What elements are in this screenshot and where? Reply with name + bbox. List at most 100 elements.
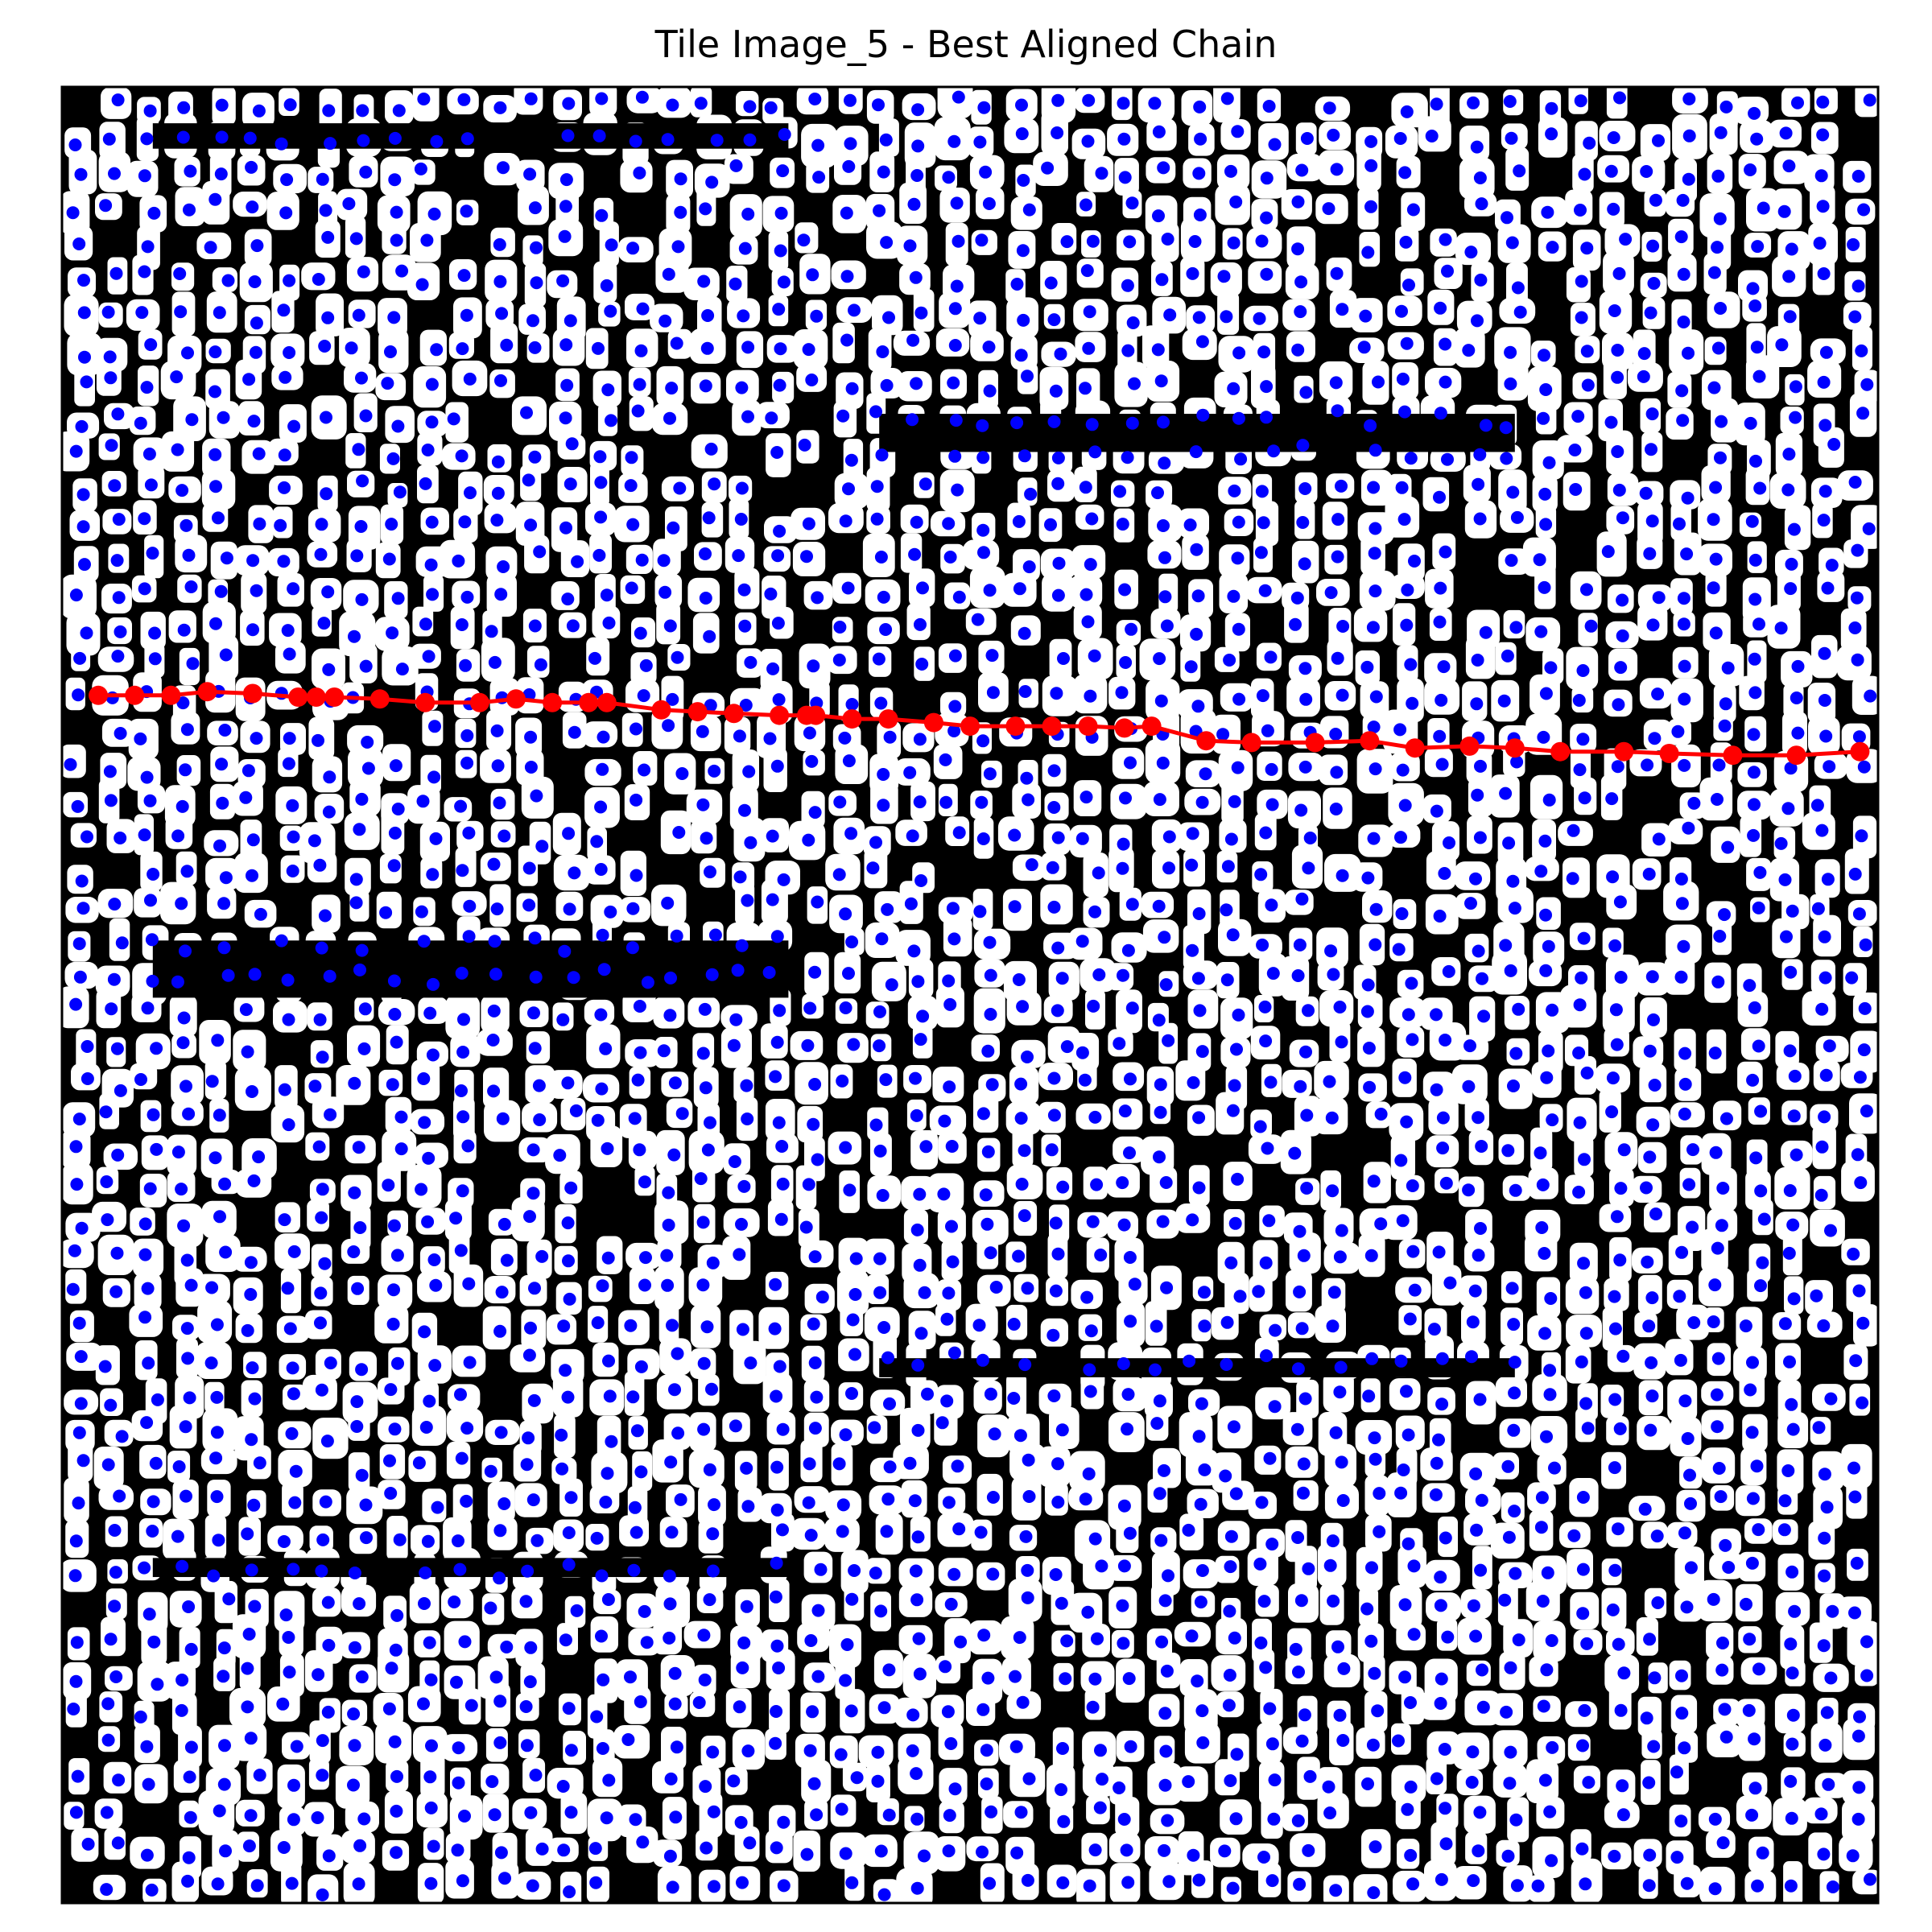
centroid-point (1817, 514, 1831, 527)
centroid-point (220, 551, 233, 565)
centroid-point (321, 230, 335, 244)
centroid-point (1545, 1634, 1558, 1647)
centroid-point (1049, 384, 1063, 398)
centroid-point (241, 1662, 254, 1675)
centroid-point (1680, 547, 1694, 561)
centroid-point (1120, 1843, 1133, 1857)
centroid-point (706, 1745, 720, 1759)
centroid-point (80, 1072, 94, 1085)
centroid-point (461, 1139, 475, 1153)
centroid-point (914, 1327, 928, 1340)
centroid-point (736, 1661, 749, 1674)
centroid-point (870, 480, 884, 493)
centroid-point (1577, 931, 1591, 945)
centroid-point (873, 1144, 887, 1158)
centroid-point (1154, 1105, 1167, 1119)
centroid-point (1232, 346, 1246, 360)
centroid-point (944, 1597, 958, 1611)
centroid-point (138, 512, 151, 526)
centroid-point (318, 909, 332, 923)
centroid-point (950, 279, 964, 293)
centroid-point (1047, 415, 1061, 428)
centroid-point (1153, 1394, 1166, 1408)
centroid-point (147, 1635, 161, 1649)
centroid-point (275, 934, 288, 947)
centroid-point (450, 1675, 463, 1689)
centroid-point (1504, 1661, 1517, 1674)
centroid-point (1044, 518, 1057, 531)
centroid-point (1054, 347, 1067, 361)
centroid-point (279, 1608, 293, 1622)
centroid-point (180, 1322, 194, 1335)
centroid-point (1721, 840, 1735, 854)
centroid-point (218, 724, 232, 737)
centroid-point (1336, 620, 1350, 633)
centroid-point (457, 93, 471, 106)
centroid-point (808, 1250, 822, 1264)
centroid-point (1256, 689, 1269, 703)
centroid-point (287, 1813, 300, 1827)
centroid-point (1752, 1662, 1765, 1676)
centroid-point (596, 1279, 609, 1293)
centroid-point (603, 1389, 617, 1403)
centroid-point (1361, 978, 1375, 992)
centroid-point (209, 617, 222, 630)
centroid-point (388, 173, 402, 187)
centroid-point (1509, 1813, 1523, 1827)
centroid-point (1335, 1035, 1348, 1049)
centroid-point (705, 1382, 718, 1396)
centroid-point (1506, 485, 1520, 499)
centroid-point (671, 650, 684, 664)
centroid-point (879, 623, 893, 636)
centroid-point (500, 1641, 514, 1653)
centroid-point (913, 1187, 927, 1201)
centroid-point (317, 617, 331, 630)
centroid-point (68, 1244, 81, 1257)
centroid-point (1331, 404, 1344, 418)
centroid-point (639, 1251, 652, 1265)
centroid-point (596, 762, 609, 776)
centroid-point (1220, 903, 1233, 917)
centroid-point (1361, 246, 1375, 259)
centroid-point (594, 800, 608, 814)
centroid-point (528, 341, 542, 354)
centroid-point (72, 937, 86, 951)
centroid-point (1223, 1604, 1236, 1618)
centroid-point (1678, 692, 1691, 706)
centroid-point (383, 1454, 396, 1468)
centroid-point (738, 803, 751, 817)
centroid-point (984, 1246, 997, 1260)
centroid-point (952, 234, 965, 248)
centroid-point (458, 1635, 472, 1649)
centroid-point (350, 1395, 364, 1409)
centroid-point (355, 1468, 369, 1482)
centroid-point (1367, 1174, 1381, 1188)
centroid-point (1433, 910, 1447, 923)
centroid-point (422, 650, 436, 663)
centroid-point (77, 274, 90, 287)
centroid-point (524, 761, 538, 774)
centroid-point (844, 1704, 858, 1718)
centroid-point (1709, 552, 1723, 566)
centroid-point (70, 1178, 84, 1191)
centroid-point (979, 165, 993, 179)
centroid-point (322, 1849, 336, 1863)
centroid-point (1084, 689, 1097, 703)
centroid-point (938, 1114, 952, 1128)
centroid-point (357, 1042, 371, 1055)
centroid-point (1501, 649, 1514, 663)
centroid-point (564, 1806, 578, 1819)
centroid-point (253, 1456, 266, 1470)
centroid-point (1365, 1561, 1378, 1575)
centroid-point (1080, 198, 1092, 212)
centroid-point (208, 192, 222, 206)
centroid-point (984, 1387, 997, 1401)
centroid-point (1016, 1695, 1030, 1709)
centroid-point (1083, 1879, 1096, 1893)
centroid-point (986, 1491, 1000, 1504)
centroid-point (1259, 1256, 1273, 1269)
centroid-point (1192, 1111, 1206, 1125)
centroid-point (1781, 802, 1795, 815)
centroid-point (73, 651, 87, 665)
centroid-point (112, 513, 126, 526)
